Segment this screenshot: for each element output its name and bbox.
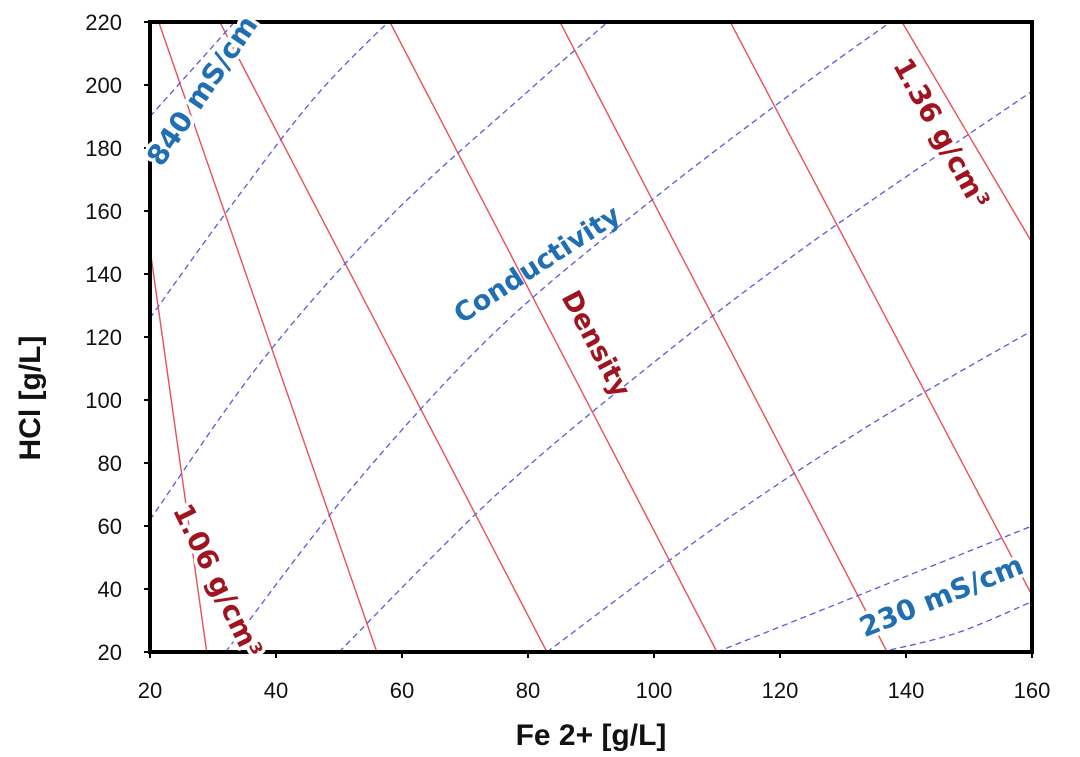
conductivity-line-4 <box>225 22 892 652</box>
x-tick-label: 120 <box>762 678 799 703</box>
y-tick-label: 220 <box>85 10 122 35</box>
y-tick-label: 40 <box>98 577 122 602</box>
density-line-3 <box>218 22 548 652</box>
conductivity-line-1 <box>150 22 236 117</box>
x-tick-label: 80 <box>516 678 540 703</box>
density-line-5 <box>559 22 888 652</box>
density-line-4 <box>389 22 718 652</box>
y-tick-label: 140 <box>85 262 122 287</box>
density-line-2 <box>157 22 378 652</box>
y-tick-label: 160 <box>85 199 122 224</box>
y-tick-label: 120 <box>85 325 122 350</box>
y-tick-label: 180 <box>85 136 122 161</box>
density-line-6 <box>729 22 1032 596</box>
x-tick-label: 140 <box>888 678 925 703</box>
x-tick-label: 100 <box>636 678 673 703</box>
y-tick-label: 80 <box>98 451 122 476</box>
x-tick-label: 20 <box>138 678 162 703</box>
y-tick-label: 200 <box>85 73 122 98</box>
y-axis-title: HCl [g/L] <box>14 336 47 461</box>
conductivity-line-2 <box>150 22 390 319</box>
y-tick-label: 100 <box>85 388 122 413</box>
conductivity-line-3 <box>150 22 609 521</box>
x-axis-title: Fe 2+ [g/L] <box>516 719 667 752</box>
density-line-7 <box>901 22 1032 243</box>
plot-background <box>150 22 1032 652</box>
y-tick-label: 20 <box>98 640 122 665</box>
x-tick-label: 60 <box>390 678 414 703</box>
conductivity-line-7 <box>716 525 1032 652</box>
conductivity-line-6 <box>546 330 1032 652</box>
density-line-1 <box>150 248 208 652</box>
conductivity-line-8 <box>880 601 1032 652</box>
conductivity-line-5 <box>338 90 1032 652</box>
x-tick-label: 40 <box>264 678 288 703</box>
x-tick-label: 160 <box>1014 678 1051 703</box>
y-tick-label: 60 <box>98 514 122 539</box>
